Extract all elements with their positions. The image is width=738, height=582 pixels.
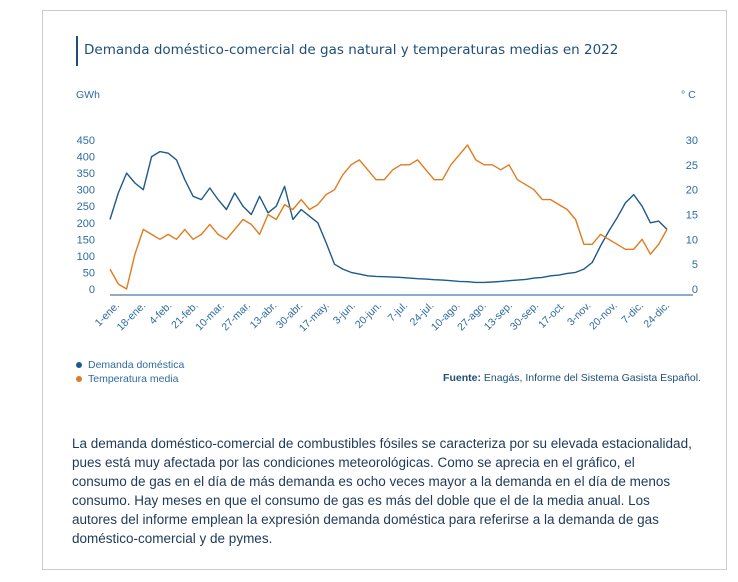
left-tick-label: 0 xyxy=(89,284,95,296)
x-tick-label: 20-jun. xyxy=(353,300,384,331)
source-text: Enagás, Informe del Sistema Gasista Espa… xyxy=(480,372,701,384)
x-tick-label: 24-dic. xyxy=(641,300,672,331)
right-tick-label: 5 xyxy=(692,259,698,271)
x-tick-label: 27-ago. xyxy=(455,300,489,334)
left-axis-unit: GWh xyxy=(76,89,100,101)
legend-item-demand: Demanda doméstica xyxy=(76,358,184,372)
left-tick-label: 300 xyxy=(77,185,95,197)
demand-series-line xyxy=(109,150,668,284)
chart-title: Demanda doméstico-comercial de gas natur… xyxy=(84,42,619,58)
legend-dot-demand xyxy=(76,362,82,368)
legend: Demanda doméstica Temperatura media xyxy=(76,358,184,386)
left-tick-label: 350 xyxy=(77,168,95,180)
left-tick-label: 400 xyxy=(77,152,95,164)
content-frame xyxy=(42,10,727,570)
legend-label-temperature: Temperatura media xyxy=(88,373,179,385)
right-tick-label: 30 xyxy=(686,135,698,147)
x-tick-label: 20-nov. xyxy=(587,300,620,333)
x-tick-label: 18-ene. xyxy=(115,300,149,334)
left-tick-label: 50 xyxy=(83,267,95,279)
right-tick-label: 0 xyxy=(692,284,698,296)
left-tick-label: 150 xyxy=(77,234,95,246)
x-tick-label: 17-oct. xyxy=(536,300,567,331)
x-tick-label: 27-mar. xyxy=(219,300,253,334)
x-tick-label: 13-abr. xyxy=(248,300,280,332)
right-tick-label: 10 xyxy=(686,234,698,246)
left-tick-label: 100 xyxy=(77,251,95,263)
left-tick-label: 450 xyxy=(77,135,95,147)
legend-label-demand: Demanda doméstica xyxy=(88,359,185,371)
title-accent-bar xyxy=(76,36,78,66)
x-tick-label: 7-jul. xyxy=(386,300,411,325)
left-tick-label: 250 xyxy=(77,201,95,213)
right-axis-unit: ° C xyxy=(681,89,696,101)
body-paragraph: La demanda doméstico-comercial de combus… xyxy=(72,436,692,546)
x-tick-label: 13-sep. xyxy=(482,300,515,333)
right-tick-label: 25 xyxy=(686,160,698,172)
legend-dot-temperature xyxy=(76,376,82,382)
source-note: Fuente: Enagás, Informe del Sistema Gasi… xyxy=(443,372,701,384)
left-tick-label: 200 xyxy=(77,218,95,230)
source-label: Fuente: xyxy=(443,372,481,384)
right-tick-label: 20 xyxy=(686,185,698,197)
right-tick-label: 15 xyxy=(686,210,698,222)
temperature-series-line xyxy=(109,144,668,290)
legend-item-temperature: Temperatura media xyxy=(76,372,184,386)
x-tick-label: 30-sep. xyxy=(508,300,541,333)
